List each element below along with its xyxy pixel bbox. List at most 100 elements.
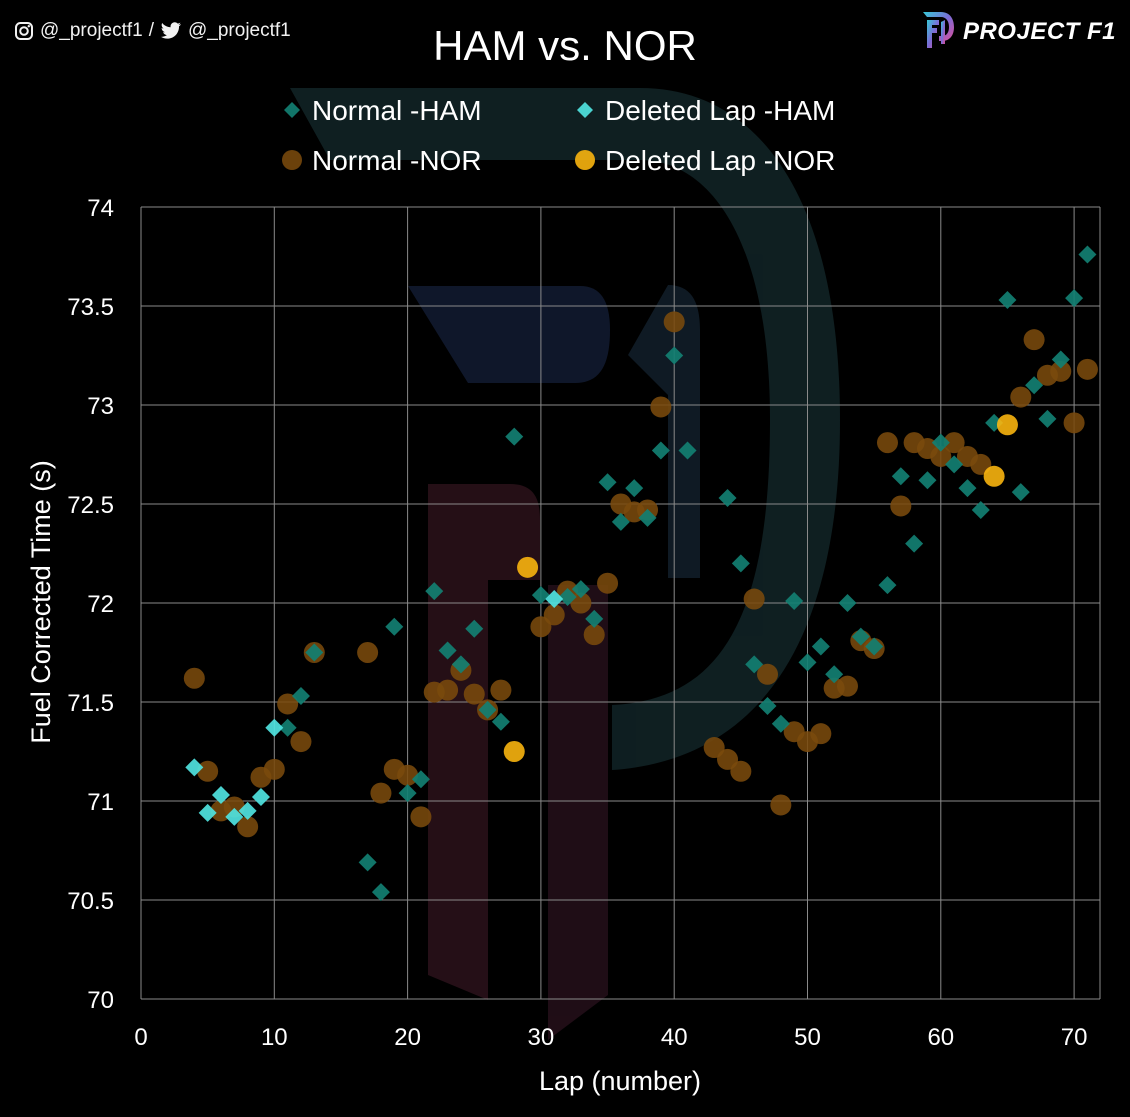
data-point-normal-ham <box>571 580 590 599</box>
data-point-normal-nor <box>397 764 419 786</box>
data-point-normal-ham <box>771 714 790 733</box>
x-tick-label: 20 <box>394 1024 421 1051</box>
data-point-normal-ham <box>1078 245 1097 264</box>
data-point-normal-nor <box>757 663 779 685</box>
data-point-normal-nor <box>357 642 379 663</box>
brand-logo: PROJECT F1 <box>919 8 1116 55</box>
data-point-normal-nor <box>490 679 512 701</box>
data-point-normal-nor <box>770 794 792 816</box>
x-tick-label: 70 <box>1061 1024 1088 1051</box>
data-point-normal-ham <box>718 489 737 508</box>
data-point-normal-nor <box>263 758 285 780</box>
data-point-normal-nor <box>663 311 685 333</box>
data-point-normal-ham <box>865 637 884 656</box>
project-f1-logo-icon <box>919 8 957 55</box>
twitter-icon <box>160 22 182 40</box>
legend-marker <box>577 102 593 118</box>
data-point-normal-ham <box>798 653 817 672</box>
data-point-normal-nor <box>930 445 952 467</box>
data-point-normal-ham <box>878 576 897 595</box>
data-point-normal-ham <box>451 655 470 674</box>
legend-marker <box>284 102 300 118</box>
data-point-deleted-lap-ham <box>265 718 284 737</box>
data-point-normal-nor <box>1063 412 1085 434</box>
data-point-normal-ham <box>438 641 457 660</box>
data-point-normal-ham <box>478 700 497 719</box>
handle-separator: / <box>148 20 155 41</box>
data-point-normal-nor <box>277 693 299 715</box>
data-point-deleted-lap-nor <box>517 556 539 578</box>
y-tick-label: 74 <box>87 195 114 222</box>
data-point-deleted-lap-ham <box>238 801 257 820</box>
data-point-normal-ham <box>825 665 844 684</box>
y-tick-label: 70.5 <box>67 888 114 915</box>
data-point-normal-ham <box>411 770 430 789</box>
data-point-normal-ham <box>851 627 870 646</box>
data-point-normal-ham <box>291 687 310 706</box>
data-point-normal-nor <box>743 588 765 610</box>
data-point-normal-ham <box>971 500 990 519</box>
data-point-normal-nor <box>836 675 858 697</box>
data-point-normal-nor <box>183 667 205 689</box>
data-point-normal-ham <box>278 718 297 737</box>
data-point-normal-nor <box>890 495 912 517</box>
legend-label: Normal -HAM <box>312 95 482 126</box>
data-point-deleted-lap-nor <box>503 741 525 762</box>
chart-title: HAM vs. NOR <box>433 22 697 69</box>
instagram-icon <box>14 21 34 41</box>
data-point-deleted-lap-nor <box>996 414 1018 436</box>
data-point-normal-ham <box>945 455 964 474</box>
data-point-normal-ham <box>465 619 484 638</box>
plot-axes: 70 70.5 71 71.5 72 72.5 73 73.5 74 0 10 20 30 40 50 60 7… <box>67 195 1087 1051</box>
data-point-normal-nor <box>943 432 965 454</box>
data-point-normal-ham <box>665 346 684 365</box>
data-point-normal-ham <box>1025 376 1044 395</box>
y-tick-label: 71.5 <box>67 690 114 717</box>
data-point-normal-ham <box>358 853 377 872</box>
x-tick-label: 40 <box>661 1024 688 1051</box>
data-point-normal-ham <box>385 617 404 636</box>
x-axis-label: Lap (number) <box>539 1066 701 1096</box>
data-point-normal-ham <box>491 712 510 731</box>
y-tick-label: 71 <box>87 789 114 816</box>
data-point-normal-ham <box>918 471 937 490</box>
data-point-normal-ham <box>891 467 910 486</box>
data-point-normal-nor <box>370 782 392 804</box>
data-point-normal-ham <box>1051 350 1070 369</box>
data-point-deleted-lap-ham <box>211 786 230 805</box>
data-point-normal-ham <box>585 609 604 628</box>
data-point-normal-ham <box>558 588 577 607</box>
watermark-logo <box>290 88 840 1040</box>
instagram-handle[interactable]: @_projectf1 <box>40 20 143 41</box>
legend-label: Normal -NOR <box>312 145 482 176</box>
data-point-normal-ham <box>398 784 417 803</box>
legend-marker <box>282 150 302 170</box>
plot-marks <box>183 245 1098 902</box>
x-tick-label: 0 <box>134 1024 147 1051</box>
data-point-normal-nor <box>597 572 619 594</box>
data-point-normal-ham <box>678 441 697 460</box>
x-tick-label: 30 <box>528 1024 555 1051</box>
data-point-normal-nor <box>463 683 485 705</box>
data-point-normal-nor <box>650 396 672 418</box>
y-tick-label: 72 <box>87 591 114 618</box>
data-point-normal-ham <box>905 534 924 553</box>
data-point-normal-nor <box>1050 360 1072 382</box>
data-point-normal-nor <box>223 796 245 818</box>
twitter-handle[interactable]: @_projectf1 <box>188 20 291 41</box>
data-point-normal-nor <box>197 760 219 782</box>
data-point-normal-ham <box>731 554 750 573</box>
y-tick-label: 73.5 <box>67 294 114 321</box>
data-point-normal-ham <box>598 473 617 492</box>
data-point-normal-nor <box>1010 386 1032 408</box>
data-point-deleted-lap-ham <box>225 807 244 826</box>
legend-marker <box>575 150 595 170</box>
data-point-normal-ham <box>625 479 644 498</box>
data-point-normal-ham <box>651 441 670 460</box>
data-point-normal-ham <box>611 512 630 531</box>
data-point-normal-nor <box>290 731 312 753</box>
data-point-normal-ham <box>838 594 857 612</box>
data-point-deleted-lap-ham <box>198 803 217 822</box>
data-point-normal-ham <box>785 592 804 611</box>
